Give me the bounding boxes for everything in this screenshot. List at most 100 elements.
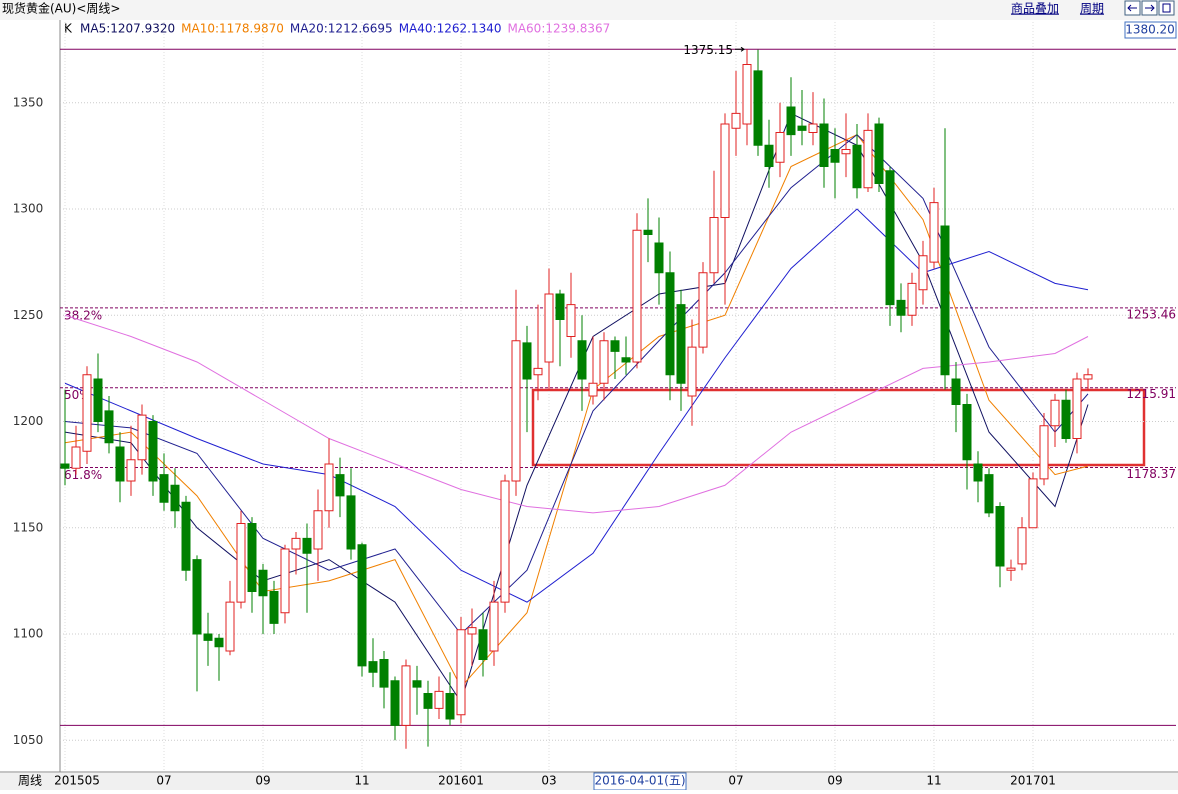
candle-body [324,463,334,512]
candle-body [148,421,158,482]
candle-body [665,272,675,376]
candle-body [1017,527,1027,565]
chart-title: 现货黄金(AU)<周线> [2,1,120,16]
candle-body [1072,378,1082,439]
candle-body [192,559,202,635]
price-box [1124,21,1177,39]
candle-body [709,217,719,274]
candle-body [797,125,807,131]
candle-body [368,661,378,673]
y-tick-label: 1050 [13,733,44,747]
legend-entry: MA5:1207.9320 [80,22,175,36]
y-tick-label: 1250 [13,308,44,322]
candle-body [225,601,235,652]
candle-body [412,680,422,688]
candle-body [918,255,928,291]
y-tick-label: 1300 [13,202,44,216]
candle-body [302,537,312,554]
candle-body [269,591,279,624]
candle-body [907,282,917,316]
candle-body [984,474,994,514]
legend-k: K [64,22,73,36]
candle-body [819,123,829,167]
candle-body [445,693,455,720]
x-tick-label: 201701 [1010,774,1056,788]
candle-body [1050,399,1060,427]
x-tick-label: 201505 [54,774,100,788]
fib-value: 1253.46 [1126,307,1176,321]
candle-body [687,346,697,397]
candle-body [346,495,356,550]
header-bar [0,0,1178,20]
candle-body [181,501,191,571]
high-annotation: 1375.15 [683,43,733,57]
candle-body [808,123,818,133]
x-axis-bar [0,773,1178,790]
cursor-date: 2016-04-01(五) [594,774,685,788]
candle-body [731,112,741,129]
y-tick-label: 1150 [13,520,44,534]
candle-body [60,463,70,469]
candle-body [522,342,532,380]
y-tick-label: 1200 [13,414,44,428]
period-label: 周线 [18,774,42,788]
candle-body [588,382,598,397]
candle-body [1006,567,1016,571]
candle-body [1039,425,1049,480]
candle-body [456,629,466,716]
x-tick-label: 201601 [438,774,484,788]
candle-body [676,304,686,384]
candle-body [126,459,136,482]
ma-line [64,112,1089,704]
legend-entry: MA10:1178.9870 [181,22,284,36]
candle-body [434,690,444,709]
candle-body [995,506,1005,567]
candle-body [291,537,301,550]
candle-body [1061,399,1071,439]
x-tick-label: 09 [255,774,270,788]
legend-entry: MA40:1262.1340 [399,22,502,36]
ma-line [64,208,1089,603]
candle-body [973,463,983,482]
candle-body [1083,374,1093,380]
x-tick-label: 11 [354,774,369,788]
candle-body [775,132,785,163]
candle-body [610,340,620,352]
candle-body [874,123,884,184]
window-buttons[interactable] [1124,0,1175,16]
candle-body [940,225,950,376]
legend-entry: MA60:1239.8367 [507,22,610,36]
candle-body [786,106,796,136]
candle-body [82,374,92,452]
candle-body [852,144,862,189]
candle-body [533,367,543,376]
candle-body [71,446,81,469]
fib-value: 1178.37 [1126,467,1176,481]
highlight-zone [531,388,1146,467]
candle-body [577,340,587,380]
candle-body [841,149,851,155]
candle-body [115,446,125,482]
candle-body [566,304,576,337]
candle-body [962,404,972,461]
candle-body [621,357,631,363]
candle-body [247,523,257,592]
candle-body [313,510,323,550]
candle-body [236,523,246,603]
candle-body [170,484,180,512]
candle-body [280,548,290,614]
y-tick-label: 1350 [13,95,44,109]
candle-body [896,299,906,316]
x-tick-label: 11 [926,774,941,788]
overlay-button[interactable]: 商品叠加 [1011,1,1059,16]
candle-body [632,229,642,363]
candle-body [742,64,752,125]
candle-body [390,680,400,726]
candle-body [104,410,114,444]
candle-body [863,129,873,189]
candle-body [401,665,411,726]
candle-body [467,627,477,635]
arrow [735,46,745,52]
period-button[interactable]: 周期 [1080,2,1104,16]
